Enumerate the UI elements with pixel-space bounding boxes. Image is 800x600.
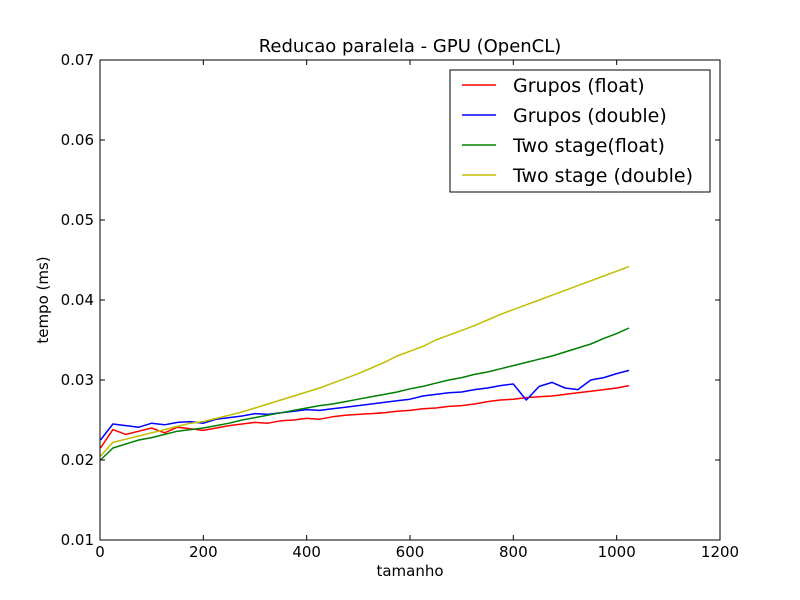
legend-label-grupos-float: Grupos (float) — [513, 75, 645, 97]
y-tick-label: 0.03 — [61, 371, 94, 389]
chart-title: Reducao paralela - GPU (OpenCL) — [259, 36, 562, 57]
x-tick-label: 600 — [396, 543, 425, 561]
legend-box — [449, 69, 711, 193]
y-tick-label: 0.01 — [61, 531, 94, 549]
x-tick-label: 400 — [292, 543, 321, 561]
y-tick-label: 0.06 — [61, 131, 94, 149]
legend-label-two-stage-double: Two stage (double) — [512, 165, 693, 187]
y-axis-label: tempo (ms) — [34, 256, 52, 343]
legend-label-grupos-double: Grupos (double) — [513, 105, 667, 127]
x-tick-label: 0 — [95, 543, 105, 561]
y-tick-label: 0.04 — [61, 291, 94, 309]
x-tick-label: 800 — [499, 543, 528, 561]
x-tick-label: 1000 — [598, 543, 636, 561]
legend: Grupos (float) Grupos (double) Two stage… — [449, 69, 711, 193]
series-line-1 — [99, 369, 630, 441]
x-tick-label: 1200 — [701, 543, 739, 561]
x-tick-label: 200 — [189, 543, 218, 561]
legend-label-two-stage-float: Two stage(float) — [512, 135, 665, 157]
y-tick-label: 0.05 — [61, 211, 94, 229]
x-axis-label: tamanho — [376, 562, 443, 580]
y-tick-label: 0.02 — [61, 451, 94, 469]
series-line-3 — [99, 265, 630, 457]
series-line-0 — [99, 384, 630, 449]
ticks-layer: 0 200 400 600 800 1000 1200 0.01 0.02 0.03 0.04 0.0… — [61, 51, 740, 561]
series-layer — [99, 265, 630, 461]
y-tick-label: 0.07 — [61, 51, 94, 69]
series-line-2 — [99, 327, 630, 461]
